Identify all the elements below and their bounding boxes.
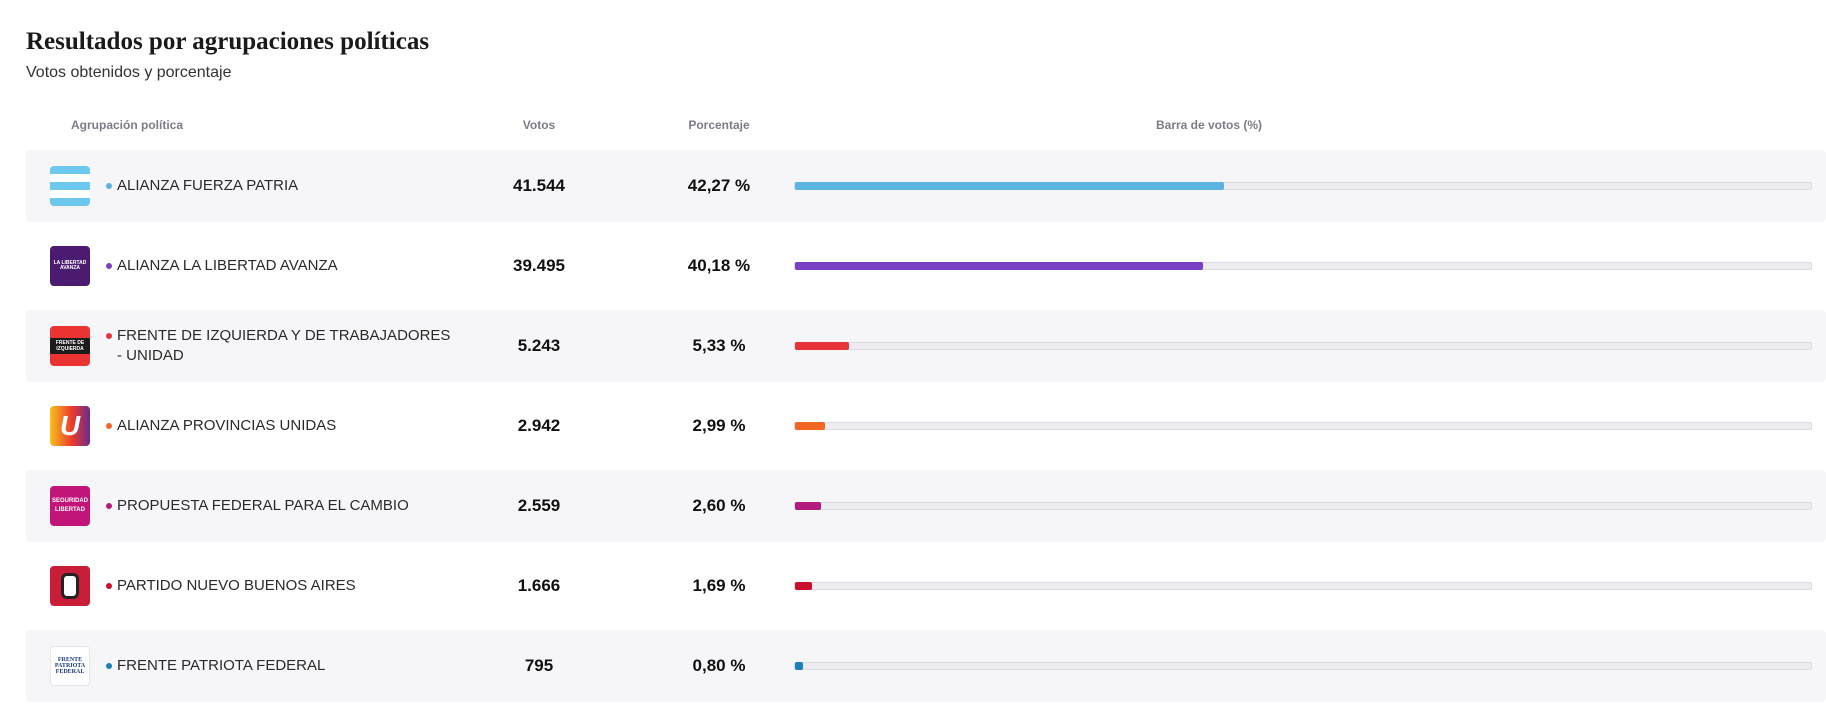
vote-bar-track [794, 182, 1812, 190]
vote-bar-fill [795, 502, 822, 510]
vote-bar-fill [795, 182, 1225, 190]
party-color-dot [106, 183, 112, 189]
argentina-flag-icon [50, 166, 90, 206]
table-row: LA LIBERTAD AVANZA ALIANZA LA LIBERTAD A… [26, 230, 1826, 302]
vote-bar-track [794, 502, 1812, 510]
vote-bar-fill [795, 262, 1204, 270]
percent-value: 5,33 % [692, 336, 746, 355]
table-row: SEGURIDAD LIBERTAD PROPUESTA FEDERAL PAR… [26, 470, 1826, 542]
logo-text: SEGURIDAD LIBERTAD [51, 498, 88, 513]
results-table: ALIANZA FUERZA PATRIA 41.544 42,27 % LA … [26, 150, 1826, 710]
party-name: FRENTE PATRIOTA FEDERAL [117, 657, 326, 674]
column-header-votes: Votos [522, 118, 556, 132]
seguridad-libertad-logo: SEGURIDAD LIBERTAD [50, 486, 90, 526]
vote-bar-fill [795, 342, 850, 350]
votes-value: 39.495 [513, 256, 565, 275]
votes-value: 795 [524, 656, 554, 675]
column-header-bar: Barra de votos (%) [1155, 118, 1263, 132]
libertad-avanza-logo: LA LIBERTAD AVANZA [50, 246, 90, 286]
logo-text: U [59, 410, 81, 441]
party-name: PROPUESTA FEDERAL PARA EL CAMBIO [117, 497, 409, 514]
frente-patriota-logo: FRENTE PATRIOTA FEDERAL [50, 646, 90, 686]
party-name: ALIANZA FUERZA PATRIA [117, 177, 299, 194]
table-row: PARTIDO NUEVO BUENOS AIRES 1.666 1,69 % [26, 550, 1826, 622]
vote-bar-track [794, 262, 1812, 270]
votes-value: 2.942 [517, 416, 561, 435]
table-row: FRENTE PATRIOTA FEDERAL FRENTE PATRIOTA … [26, 630, 1826, 702]
percent-value: 1,69 % [692, 576, 746, 595]
party-color-dot [106, 423, 112, 429]
page-subtitle: Votos obtenidos y porcentaje [26, 64, 232, 81]
frente-izquierda-logo: FRENTE DE IZQUIERDA [50, 326, 90, 366]
percent-value: 2,60 % [692, 496, 746, 515]
vote-bar-fill [795, 662, 804, 670]
vote-bar-track [794, 422, 1812, 430]
party-color-dot [106, 333, 112, 339]
vote-bar-track [794, 582, 1812, 590]
logo-text: LA LIBERTAD AVANZA [53, 260, 87, 271]
party-color-dot [106, 263, 112, 269]
vote-bar-fill [795, 422, 826, 430]
party-name: FRENTE DE IZQUIERDA Y DE TRABAJADORES - … [117, 327, 451, 364]
logo-text: FRENTE DE IZQUIERDA [50, 338, 90, 354]
votes-value: 1.666 [517, 576, 561, 595]
nuevo-buenos-aires-logo [50, 566, 90, 606]
vote-bar-track [794, 662, 1812, 670]
votes-value: 5.243 [517, 336, 561, 355]
vote-bar-track [794, 342, 1812, 350]
percent-value: 40,18 % [687, 256, 751, 275]
page-title: Resultados por agrupaciones políticas [26, 28, 430, 55]
votes-value: 41.544 [513, 176, 565, 195]
party-name: ALIANZA LA LIBERTAD AVANZA [117, 257, 338, 274]
party-name: PARTIDO NUEVO BUENOS AIRES [117, 577, 356, 594]
logo-text: FRENTE PATRIOTA FEDERAL [54, 657, 86, 675]
column-header-percent: Porcentaje [688, 118, 750, 132]
table-row: FRENTE DE IZQUIERDA FRENTE DE IZQUIERDA … [26, 310, 1826, 382]
percent-value: 0,80 % [692, 656, 746, 675]
table-row: U ALIANZA PROVINCIAS UNIDAS 2.942 2,99 % [26, 390, 1826, 462]
table-header: Agrupación política Votos Porcentaje Bar… [26, 118, 1826, 136]
party-color-dot [106, 503, 112, 509]
column-header-party: Agrupación política [71, 118, 184, 132]
percent-value: 2,99 % [692, 416, 746, 435]
party-color-dot [106, 663, 112, 669]
provincias-unidas-logo: U [50, 406, 90, 446]
votes-value: 2.559 [517, 496, 561, 515]
table-row: ALIANZA FUERZA PATRIA 41.544 42,27 % [26, 150, 1826, 222]
logo-emblem [61, 573, 79, 599]
vote-bar-fill [795, 582, 813, 590]
party-color-dot [106, 583, 112, 589]
percent-value: 42,27 % [687, 176, 751, 195]
party-name: ALIANZA PROVINCIAS UNIDAS [117, 417, 337, 434]
